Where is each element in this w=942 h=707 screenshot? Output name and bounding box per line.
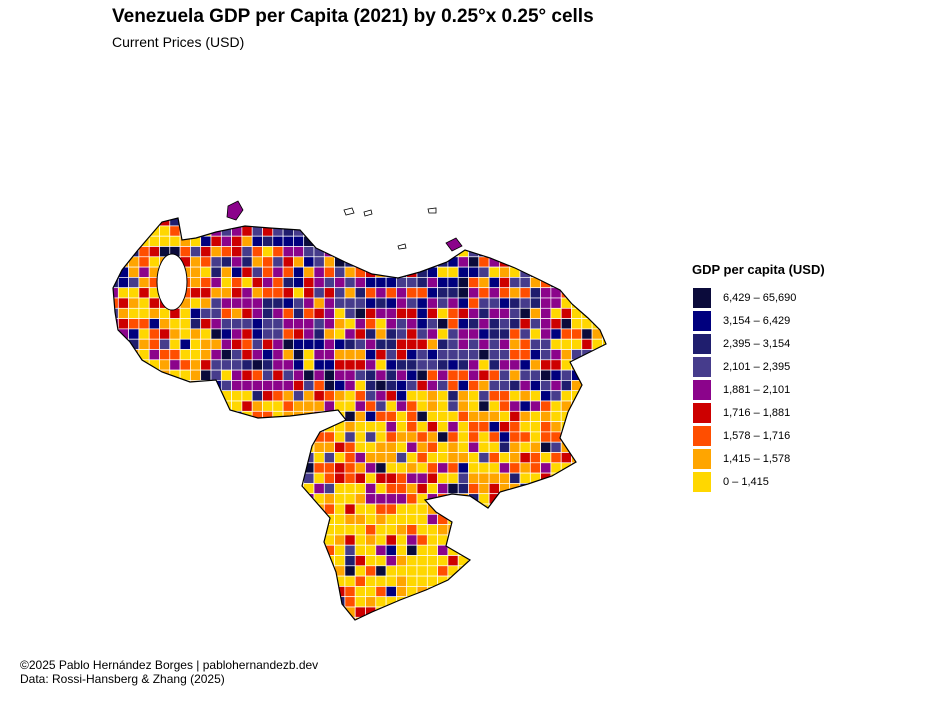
legend-label: 0 – 1,415 xyxy=(723,475,769,488)
legend-label: 3,154 – 6,429 xyxy=(723,314,791,327)
legend-item: 1,716 – 1,881 xyxy=(692,401,825,424)
legend-item: 2,101 – 2,395 xyxy=(692,355,825,378)
legend-label: 1,881 – 2,101 xyxy=(723,383,791,396)
legend-item: 1,415 – 1,578 xyxy=(692,447,825,470)
legend-item: 6,429 – 65,690 xyxy=(692,286,825,309)
legend-swatch xyxy=(692,424,712,447)
legend-swatch xyxy=(692,309,712,332)
legend-swatch xyxy=(692,447,712,470)
credit-line: ©2025 Pablo Hernández Borges | pablohern… xyxy=(20,658,319,672)
map-subtitle: Current Prices (USD) xyxy=(112,34,245,50)
legend-label: 1,415 – 1,578 xyxy=(723,452,791,465)
legend-item: 1,881 – 2,101 xyxy=(692,378,825,401)
legend-swatch xyxy=(692,355,712,378)
islands xyxy=(226,200,463,252)
legend-item: 2,395 – 3,154 xyxy=(692,332,825,355)
map-title: Venezuela GDP per Capita (2021) by 0.25°… xyxy=(112,6,594,27)
legend-title: GDP per capita (USD) xyxy=(692,262,825,277)
caption: ©2025 Pablo Hernández Borges | pablohern… xyxy=(20,658,318,686)
legend-swatch xyxy=(692,470,712,493)
legend-item: 0 – 1,415 xyxy=(692,470,825,493)
legend-label: 1,578 – 1,716 xyxy=(723,429,791,442)
legend-item: 1,578 – 1,716 xyxy=(692,424,825,447)
legend-label: 6,429 – 65,690 xyxy=(723,291,797,304)
legend-swatch xyxy=(692,286,712,309)
legend-swatch xyxy=(692,378,712,401)
legend-swatch xyxy=(692,401,712,424)
source-line: Data: Rossi-Hansberg & Zhang (2025) xyxy=(20,672,225,686)
legend-item: 3,154 – 6,429 xyxy=(692,309,825,332)
lake-maracaibo xyxy=(156,253,188,311)
legend: GDP per capita (USD) 6,429 – 65,690 3,154… xyxy=(692,262,825,493)
legend-swatch xyxy=(692,332,712,355)
gdp-cell-grid xyxy=(113,218,606,620)
legend-label: 2,101 – 2,395 xyxy=(723,360,791,373)
legend-label: 2,395 – 3,154 xyxy=(723,337,791,350)
legend-label: 1,716 – 1,881 xyxy=(723,406,791,419)
